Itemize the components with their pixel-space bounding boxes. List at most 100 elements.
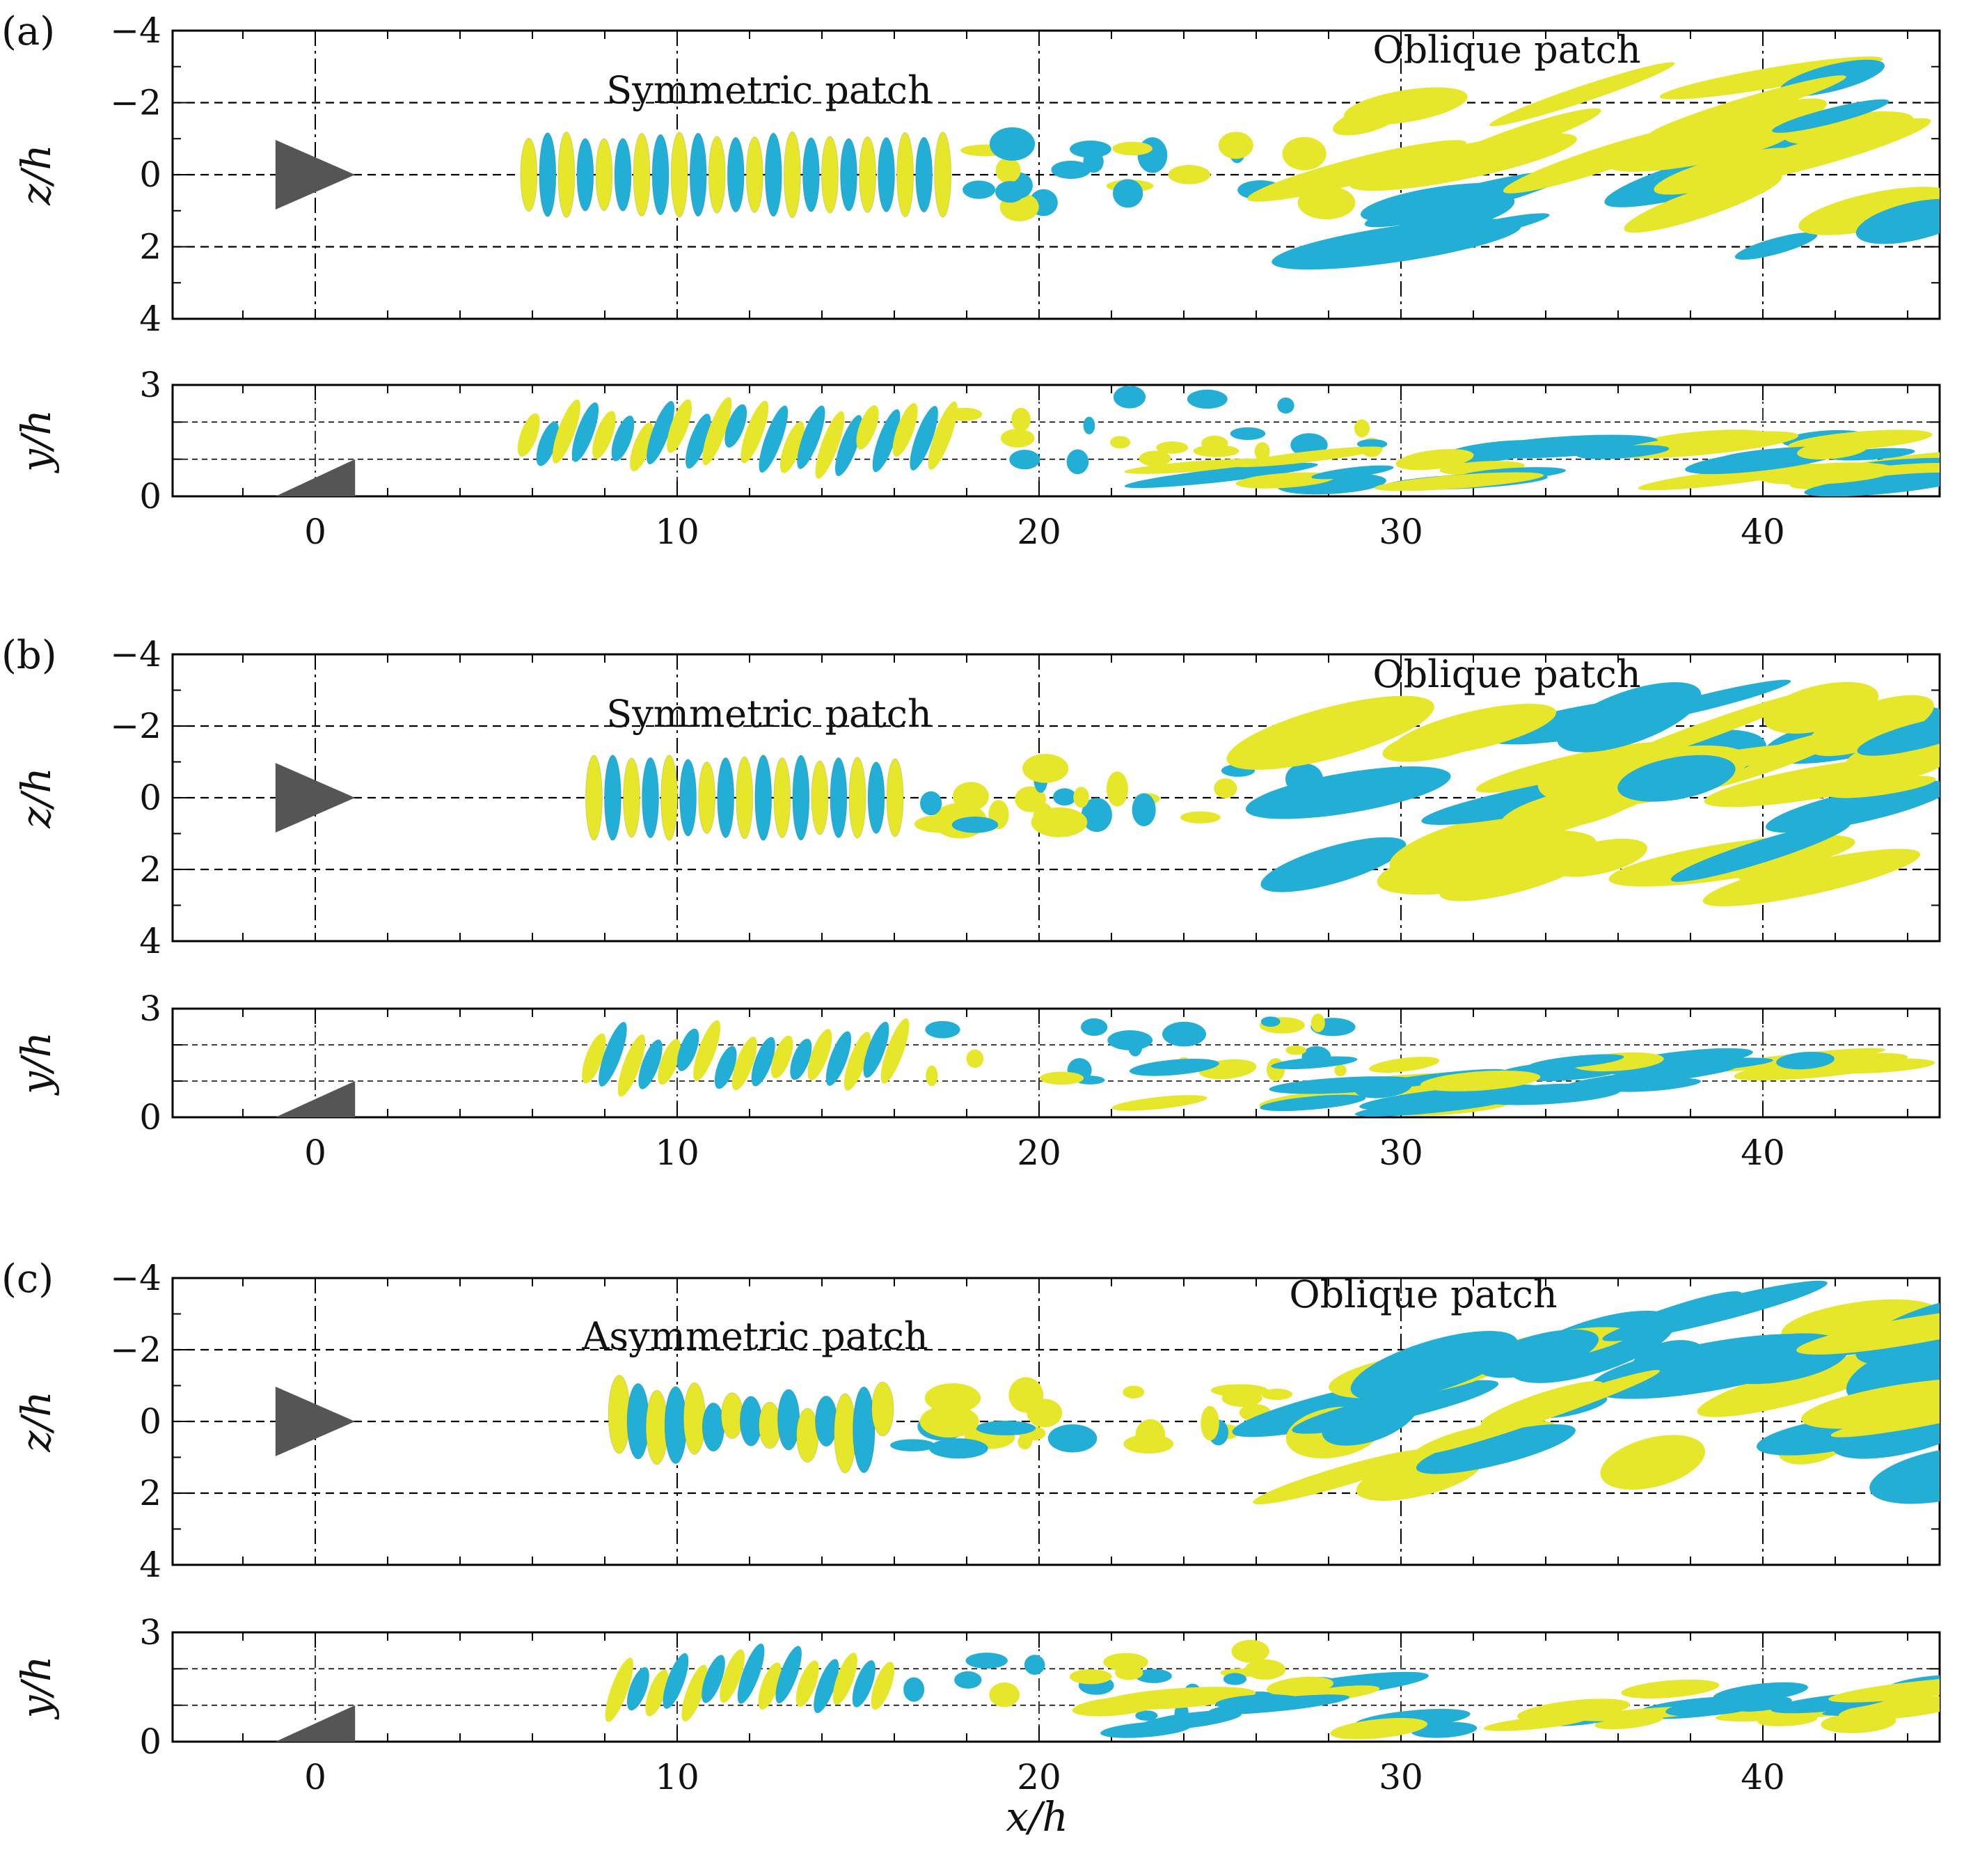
- x-tick-label: 30: [1379, 1757, 1423, 1797]
- vortex-band-side: [871, 1662, 895, 1710]
- z-axis-label: z/h: [13, 767, 60, 828]
- vortex-structures-side: [582, 1014, 1935, 1117]
- z-tick-label: 4: [139, 1545, 161, 1585]
- oblique-streak: [1550, 838, 1647, 877]
- vortex-band: [830, 757, 848, 839]
- patch-label: Oblique patch: [1372, 28, 1640, 72]
- oblique-streak: [1478, 1329, 1599, 1378]
- oblique-streak: [1360, 182, 1519, 223]
- oblique-streak: [1766, 780, 1940, 833]
- y-tick-label: 3: [139, 988, 161, 1029]
- panel-tag: (a): [1, 9, 55, 54]
- vortex-blob-side: [1110, 436, 1131, 449]
- near-wall-streak: [1576, 445, 1670, 459]
- vortex-band: [660, 755, 679, 841]
- patch-label: Oblique patch: [1289, 1272, 1557, 1316]
- side-view-yx: 0 3 y/h: [13, 365, 1941, 517]
- x-tick-label: 30: [1379, 512, 1423, 552]
- roughness-element-plan: [275, 763, 356, 833]
- oblique-streak: [1489, 62, 1675, 127]
- vortex-blob: [1123, 1385, 1145, 1398]
- vortex-blob: [1123, 1434, 1174, 1454]
- near-wall-streak: [1528, 1054, 1624, 1069]
- oblique-streak: [1500, 785, 1640, 833]
- vortex-band-side: [720, 1649, 745, 1703]
- vortex-blob-side: [903, 1677, 925, 1702]
- vortex-band-side: [693, 1020, 721, 1082]
- vortex-band-side: [759, 405, 789, 473]
- vortex-band: [520, 137, 538, 212]
- vortex-band: [783, 131, 801, 219]
- z-tick-label: −4: [110, 10, 161, 51]
- vortex-blob: [1027, 1398, 1063, 1428]
- vortex-band: [614, 138, 632, 212]
- roughness-element-side: [275, 1081, 356, 1117]
- vortex-band-side: [605, 1657, 633, 1722]
- vortex-band-side: [825, 1031, 852, 1086]
- z-tick-label: 0: [139, 155, 161, 195]
- near-wall-streak: [1269, 1076, 1420, 1094]
- y-tick-label: 0: [139, 476, 161, 517]
- patch-label: Symmetric patch: [606, 692, 932, 736]
- z-tick-label: −2: [110, 83, 161, 123]
- vortex-blob: [1053, 788, 1077, 806]
- near-wall-streak: [1606, 1057, 1773, 1075]
- patch-label: Oblique patch: [1372, 652, 1640, 696]
- vortex-blob-side: [925, 1020, 960, 1039]
- x-tick-label: 40: [1741, 1757, 1785, 1797]
- vortex-blob: [1218, 132, 1253, 159]
- x-tick-label: 40: [1741, 1133, 1785, 1173]
- y-tick-label: 0: [139, 1097, 161, 1137]
- vortex-band: [585, 755, 603, 841]
- patch-label: Symmetric patch: [606, 68, 932, 112]
- vortex-band-side: [731, 1036, 757, 1091]
- oblique-streak: [1333, 104, 1404, 136]
- y-tick-label: 0: [139, 1721, 161, 1762]
- vortex-band-side: [797, 405, 825, 469]
- x-tick-label: 0: [304, 512, 326, 552]
- z-tick-label: −2: [110, 1330, 161, 1370]
- vortex-blob-side: [1254, 442, 1270, 462]
- vortex-band-side: [702, 1655, 725, 1703]
- vortex-band-side: [638, 1039, 663, 1089]
- vortex-band: [739, 1396, 763, 1447]
- oblique-streak: [1557, 681, 1702, 752]
- oblique-streak: [1377, 830, 1597, 895]
- vortex-band-side: [630, 423, 654, 472]
- z-tick-label: 4: [139, 299, 161, 339]
- near-wall-streak: [1208, 1694, 1350, 1715]
- near-wall-streak: [1759, 1058, 1898, 1080]
- vortex-blob: [989, 127, 1036, 161]
- vortex-blob: [1106, 771, 1128, 807]
- oblique-streak: [1292, 1380, 1499, 1434]
- near-wall-streak: [1757, 462, 1896, 485]
- oblique-streak: [1828, 775, 1936, 798]
- x-tick-label: 20: [1017, 1133, 1061, 1173]
- vortex-band: [670, 132, 688, 218]
- x-tick-label: 30: [1379, 1133, 1423, 1173]
- vortex-blob-side: [1310, 1014, 1325, 1032]
- vortex-blob-side: [1223, 1673, 1247, 1685]
- x-tick-label: 10: [655, 512, 699, 552]
- vortex-band: [717, 757, 735, 839]
- vortex-band: [848, 757, 866, 839]
- vortex-band-side: [863, 1021, 889, 1078]
- vortex-band-side: [663, 1653, 689, 1709]
- near-wall-streak: [1621, 1679, 1720, 1698]
- vortex-band-side: [617, 1034, 646, 1097]
- oblique-streak: [1421, 1370, 1660, 1455]
- vortex-band-side: [592, 411, 616, 459]
- oblique-streak: [1247, 140, 1466, 202]
- vortex-band-side: [807, 1029, 832, 1081]
- vortex-blob: [1073, 787, 1089, 808]
- vortex-blob-side: [1356, 439, 1388, 449]
- near-wall-streak: [1420, 1070, 1541, 1091]
- vortex-blob: [1168, 165, 1211, 184]
- vortex-band: [853, 1386, 876, 1474]
- vortex-band-side: [856, 405, 879, 450]
- vortex-band-side: [658, 1039, 681, 1085]
- vortex-blob: [1137, 137, 1168, 173]
- vortex-band-side: [880, 1018, 910, 1084]
- vortex-blob-side: [926, 1065, 938, 1087]
- vortex-band-side: [795, 1660, 819, 1707]
